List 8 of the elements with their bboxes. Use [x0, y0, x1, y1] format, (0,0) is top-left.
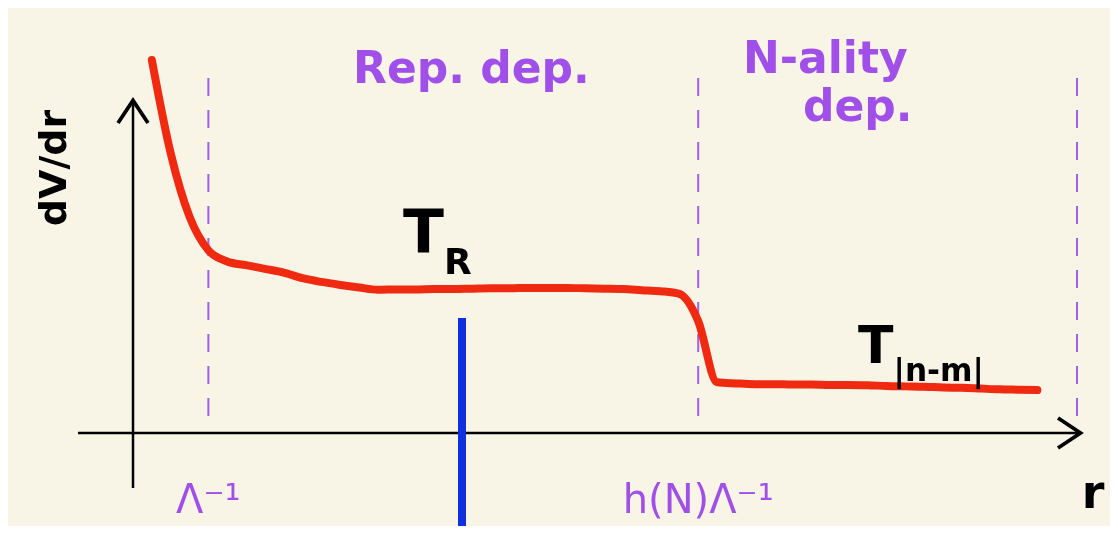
- annotation: Rep. dep.: [353, 42, 590, 93]
- x-axis-title: r: [1081, 465, 1105, 519]
- annotation: N-ality dep.: [743, 32, 913, 132]
- x-tick-label: Λ⁻¹: [176, 476, 241, 522]
- annotation: T$_{R}$: [403, 197, 472, 282]
- x-tick-label: h(N)Λ⁻¹: [622, 476, 774, 522]
- annotation: T$_{|n-m|}$: [858, 315, 984, 390]
- y-axis-title: dV/dr: [31, 109, 75, 227]
